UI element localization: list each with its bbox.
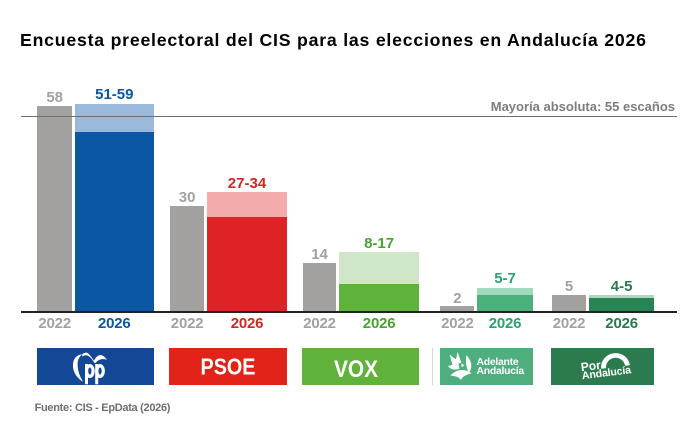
svg-text:VOX: VOX [334, 356, 379, 383]
svg-text:PSOE: PSOE [201, 354, 256, 380]
